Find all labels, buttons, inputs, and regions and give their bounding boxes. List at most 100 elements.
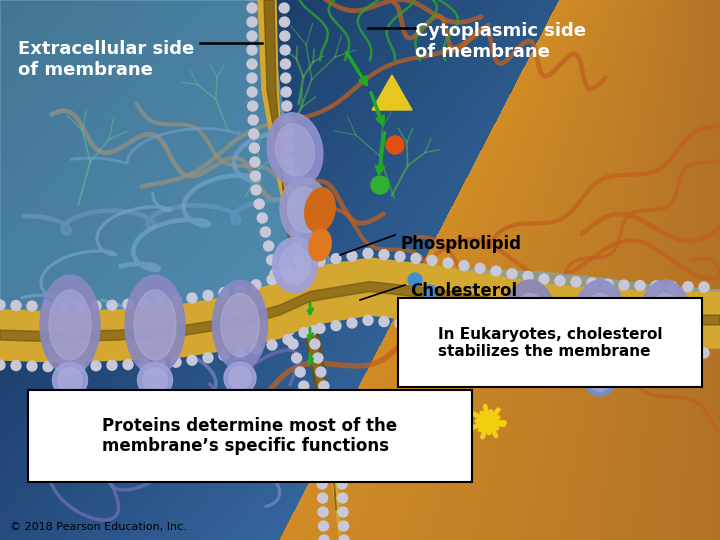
Circle shape bbox=[322, 395, 332, 405]
Circle shape bbox=[523, 271, 533, 281]
Text: Proteins determine most of the
membrane’s specific functions: Proteins determine most of the membrane’… bbox=[102, 416, 397, 455]
Circle shape bbox=[286, 185, 296, 195]
Circle shape bbox=[251, 280, 261, 290]
Ellipse shape bbox=[53, 362, 88, 397]
Circle shape bbox=[304, 311, 314, 321]
Circle shape bbox=[331, 321, 341, 330]
Circle shape bbox=[443, 325, 453, 334]
Circle shape bbox=[171, 357, 181, 367]
Circle shape bbox=[285, 171, 295, 181]
Circle shape bbox=[107, 300, 117, 310]
Circle shape bbox=[539, 339, 549, 349]
Circle shape bbox=[287, 199, 297, 209]
Circle shape bbox=[257, 213, 267, 223]
Circle shape bbox=[296, 269, 306, 279]
Circle shape bbox=[318, 521, 328, 531]
Circle shape bbox=[280, 59, 290, 69]
Circle shape bbox=[319, 535, 329, 540]
Circle shape bbox=[475, 264, 485, 273]
Circle shape bbox=[331, 254, 341, 264]
Circle shape bbox=[338, 507, 348, 517]
Circle shape bbox=[251, 344, 261, 354]
Ellipse shape bbox=[305, 188, 336, 232]
Circle shape bbox=[408, 273, 422, 287]
Circle shape bbox=[282, 101, 292, 111]
Circle shape bbox=[291, 227, 301, 237]
Circle shape bbox=[683, 282, 693, 292]
Ellipse shape bbox=[584, 364, 616, 396]
Circle shape bbox=[254, 199, 264, 209]
Circle shape bbox=[338, 493, 348, 503]
Circle shape bbox=[318, 507, 328, 517]
Circle shape bbox=[395, 252, 405, 261]
Circle shape bbox=[266, 255, 276, 265]
Circle shape bbox=[299, 381, 309, 391]
Circle shape bbox=[330, 437, 340, 447]
Circle shape bbox=[667, 347, 677, 357]
Polygon shape bbox=[0, 0, 720, 310]
Circle shape bbox=[347, 251, 357, 261]
Circle shape bbox=[571, 342, 581, 352]
Circle shape bbox=[282, 115, 292, 125]
Ellipse shape bbox=[572, 280, 628, 370]
Polygon shape bbox=[258, 0, 340, 540]
Circle shape bbox=[247, 73, 257, 83]
Circle shape bbox=[288, 339, 298, 349]
Ellipse shape bbox=[125, 275, 185, 375]
Circle shape bbox=[280, 31, 289, 41]
Circle shape bbox=[203, 291, 213, 300]
Ellipse shape bbox=[40, 275, 100, 375]
Circle shape bbox=[333, 451, 343, 461]
Circle shape bbox=[292, 241, 302, 251]
Circle shape bbox=[459, 261, 469, 271]
Ellipse shape bbox=[276, 124, 315, 176]
Circle shape bbox=[123, 360, 133, 369]
Circle shape bbox=[27, 301, 37, 311]
Ellipse shape bbox=[279, 246, 311, 284]
Circle shape bbox=[139, 298, 149, 308]
Circle shape bbox=[283, 335, 293, 345]
Circle shape bbox=[539, 274, 549, 284]
Text: © 2018 Pearson Education, Inc.: © 2018 Pearson Education, Inc. bbox=[10, 522, 187, 532]
Circle shape bbox=[261, 227, 271, 237]
Circle shape bbox=[423, 285, 437, 299]
Circle shape bbox=[281, 311, 291, 321]
Circle shape bbox=[91, 361, 101, 371]
Ellipse shape bbox=[224, 362, 256, 394]
Circle shape bbox=[187, 355, 197, 365]
Circle shape bbox=[318, 493, 328, 503]
Circle shape bbox=[379, 316, 389, 327]
Circle shape bbox=[251, 185, 261, 195]
Circle shape bbox=[555, 341, 565, 351]
Circle shape bbox=[587, 343, 597, 354]
Circle shape bbox=[306, 409, 315, 419]
Circle shape bbox=[523, 336, 533, 346]
Circle shape bbox=[281, 87, 291, 97]
Ellipse shape bbox=[581, 294, 619, 356]
Polygon shape bbox=[0, 281, 720, 342]
Circle shape bbox=[155, 296, 165, 307]
Circle shape bbox=[555, 276, 565, 286]
Circle shape bbox=[337, 479, 347, 489]
Ellipse shape bbox=[589, 369, 611, 391]
Circle shape bbox=[43, 302, 53, 312]
Circle shape bbox=[123, 299, 133, 309]
Circle shape bbox=[299, 328, 309, 338]
Circle shape bbox=[283, 129, 293, 139]
Circle shape bbox=[0, 360, 5, 370]
Circle shape bbox=[413, 298, 427, 312]
Circle shape bbox=[267, 340, 277, 350]
Circle shape bbox=[683, 348, 693, 357]
Circle shape bbox=[284, 143, 294, 153]
Circle shape bbox=[603, 279, 613, 289]
Circle shape bbox=[507, 269, 517, 279]
Text: Cholesterol: Cholesterol bbox=[410, 282, 517, 300]
Circle shape bbox=[363, 315, 373, 325]
Circle shape bbox=[171, 295, 181, 305]
Circle shape bbox=[316, 367, 326, 377]
Circle shape bbox=[313, 451, 323, 461]
Circle shape bbox=[459, 327, 469, 336]
Circle shape bbox=[75, 361, 85, 372]
Circle shape bbox=[107, 360, 117, 370]
Text: Phospholipid: Phospholipid bbox=[400, 235, 521, 253]
